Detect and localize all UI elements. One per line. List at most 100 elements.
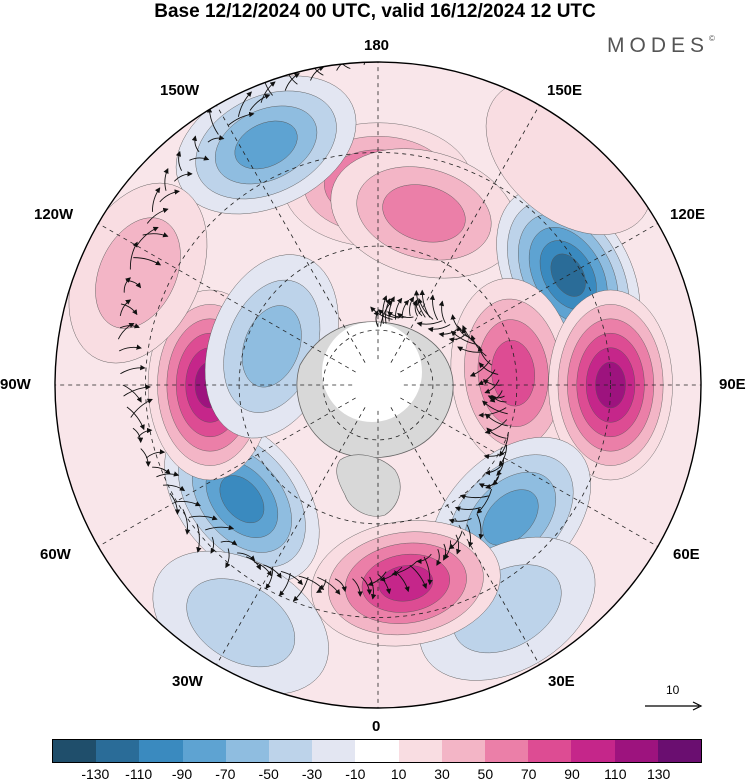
colorbar-swatch bbox=[182, 740, 226, 762]
wind-arrow bbox=[220, 540, 238, 546]
colorbar-ticks: -130 -110 -90 -70 -50 -30 -10 10 30 50 70 90 110 130 bbox=[52, 766, 702, 783]
wind-arrow bbox=[237, 552, 256, 562]
wind-arrow bbox=[456, 325, 470, 338]
lon-label-120e: 120E bbox=[670, 206, 706, 223]
wind-arrow bbox=[377, 574, 392, 595]
wind-arrow bbox=[489, 390, 503, 403]
wind-arrow bbox=[394, 297, 403, 320]
wind-arrow bbox=[207, 134, 225, 143]
colorbar-tick-label: -10 bbox=[345, 766, 366, 782]
colorbar-swatch bbox=[614, 740, 658, 762]
wind-arrow bbox=[119, 323, 140, 329]
latitude-circle bbox=[322, 329, 434, 441]
lon-label-60w: 60W bbox=[40, 546, 71, 563]
colorbar-tick-label: -50 bbox=[258, 766, 279, 782]
wind-arrow bbox=[117, 323, 135, 340]
wind-arrow bbox=[292, 576, 309, 602]
wind-arrow bbox=[188, 515, 218, 521]
wind-arrow bbox=[448, 518, 472, 524]
wind-arrow bbox=[310, 66, 325, 81]
map-border bbox=[54, 61, 702, 709]
wind-arrow bbox=[189, 155, 210, 161]
colorbar-swatch bbox=[355, 740, 399, 762]
meridian-line bbox=[98, 397, 356, 547]
wind-arrow bbox=[401, 299, 410, 319]
reference-vector-arrow-icon bbox=[645, 701, 703, 711]
wind-arrow bbox=[120, 303, 138, 316]
wind-arrow bbox=[388, 296, 395, 322]
colorbar-tick-label: 110 bbox=[604, 766, 627, 782]
wind-arrow bbox=[146, 207, 169, 224]
wind-arrow bbox=[397, 312, 414, 319]
greenland-land bbox=[336, 454, 401, 517]
wind-arrow bbox=[443, 543, 449, 561]
latitude-circle bbox=[145, 152, 611, 618]
colorbar-swatch bbox=[657, 740, 702, 762]
colorbar-tick-label: 30 bbox=[434, 766, 450, 782]
wind-arrow bbox=[412, 299, 419, 317]
meridian-line bbox=[216, 105, 366, 363]
wind-arrow bbox=[280, 570, 303, 586]
wind-arrow bbox=[436, 548, 442, 566]
wind-arrow bbox=[352, 578, 363, 597]
wind-arrow bbox=[478, 362, 499, 375]
colorbar-tick-label: -30 bbox=[301, 766, 323, 782]
colorbar-tick-label: -110 bbox=[125, 766, 153, 782]
colorbar-tick-label: -70 bbox=[215, 766, 236, 782]
wind-arrow bbox=[225, 548, 231, 569]
meridian-line bbox=[400, 397, 658, 547]
wind-arrow bbox=[370, 306, 393, 320]
meridian-line bbox=[390, 105, 540, 363]
colorbar-swatch bbox=[441, 740, 486, 762]
map-title: Base 12/12/2024 00 UTC, valid 16/12/2024… bbox=[154, 1, 596, 22]
wind-arrow bbox=[263, 564, 282, 579]
wind-arrow bbox=[133, 257, 162, 266]
wind-arrow bbox=[205, 524, 235, 531]
colorbar-swatch bbox=[269, 740, 313, 762]
wind-arrow bbox=[174, 171, 193, 182]
wind-arrow bbox=[130, 398, 153, 418]
lon-label-150e: 150E bbox=[547, 82, 583, 99]
lon-label-90w: 90W bbox=[0, 376, 31, 393]
reference-vector-label: 10 bbox=[666, 683, 680, 697]
wind-arrow bbox=[484, 419, 508, 435]
wind-arrow bbox=[159, 189, 180, 203]
wind-arrow bbox=[417, 297, 434, 320]
anomaly-contour bbox=[595, 361, 626, 409]
wind-arrow bbox=[363, 62, 375, 66]
wind-arrow bbox=[457, 346, 483, 353]
anomaly-contour bbox=[382, 184, 466, 243]
wind-arrow bbox=[151, 187, 161, 212]
wind-arrow bbox=[227, 111, 255, 126]
wind-arrow bbox=[140, 448, 151, 467]
wind-arrow bbox=[169, 493, 181, 515]
wind-arrow bbox=[367, 571, 387, 587]
wind-arrow bbox=[316, 579, 327, 593]
lon-label-30e: 30E bbox=[548, 673, 575, 690]
wind-arrow bbox=[137, 427, 153, 439]
wind-arrow bbox=[237, 91, 252, 117]
wind-arrow bbox=[132, 427, 144, 444]
wind-arrow bbox=[478, 407, 507, 418]
wind-arrow bbox=[408, 296, 415, 317]
latitude-circle bbox=[238, 245, 518, 525]
wind-arrow bbox=[427, 324, 451, 333]
wind-arrow bbox=[119, 344, 142, 352]
wind-arrow bbox=[409, 565, 428, 589]
wind-arrow bbox=[485, 413, 508, 427]
wind-arrow bbox=[438, 328, 459, 338]
colorbar-tick-label: 130 bbox=[646, 766, 671, 782]
wind-arrow bbox=[278, 573, 291, 597]
lon-label-90e: 90E bbox=[719, 376, 746, 393]
colorbar-tick-label: 90 bbox=[564, 766, 580, 782]
wind-arrow bbox=[469, 359, 491, 377]
graticule bbox=[55, 62, 701, 708]
colorbar-swatch bbox=[528, 740, 572, 762]
wind-arrow bbox=[298, 575, 325, 591]
colorbar-swatch bbox=[571, 740, 615, 762]
wind-arrow bbox=[210, 536, 216, 554]
wind-arrow bbox=[246, 556, 261, 571]
wind-arrow bbox=[466, 524, 474, 548]
wind-arrow bbox=[482, 400, 508, 415]
